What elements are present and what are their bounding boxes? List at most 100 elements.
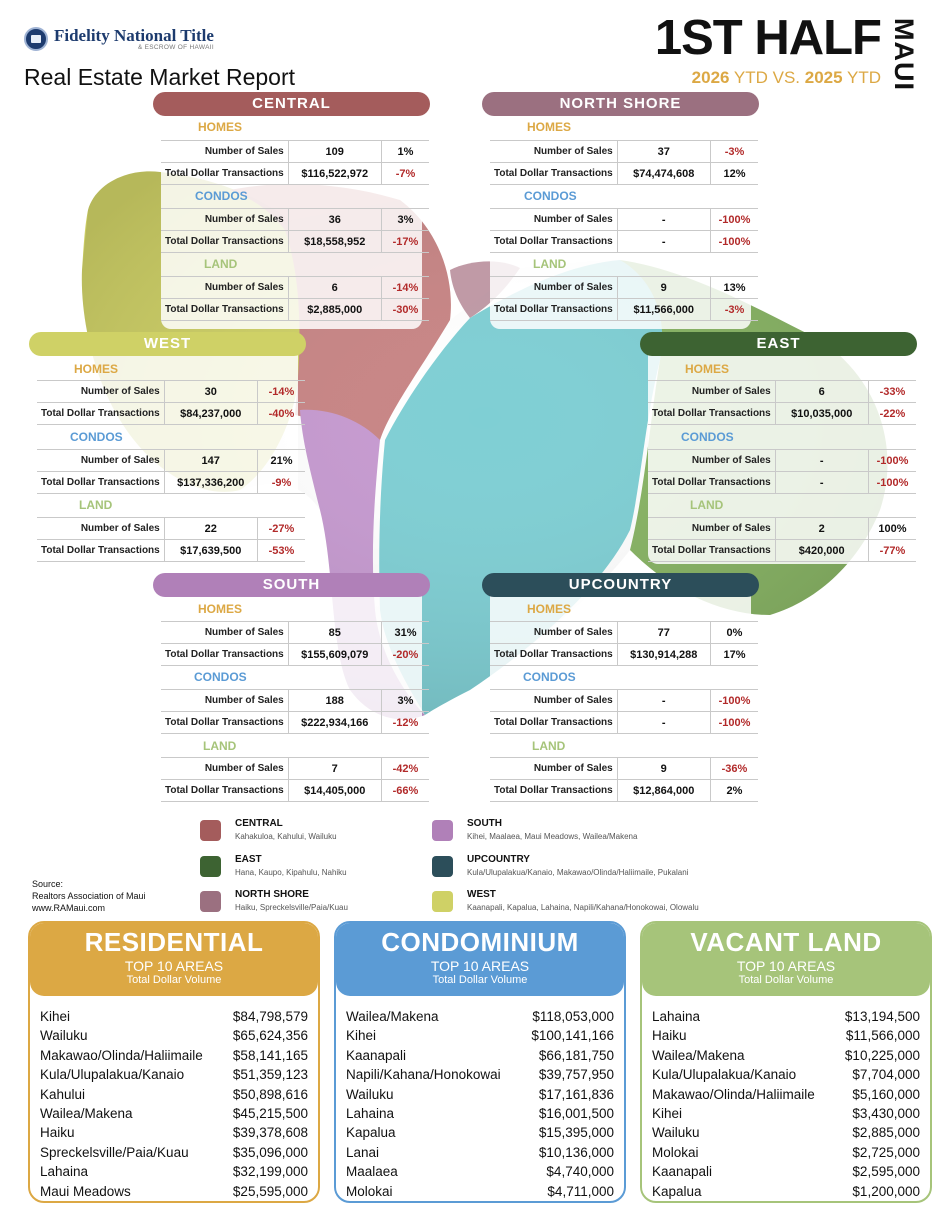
dollars-label: Total Dollar Transactions: [161, 779, 289, 802]
sales-label: Number of Sales: [490, 208, 618, 231]
sales-label: Number of Sales: [37, 380, 165, 403]
condos-table: Number of Sales - -100% Total Dollar Trans…: [490, 689, 759, 734]
area-value: $118,053,000: [532, 1009, 614, 1024]
region-title: CENTRAL: [153, 92, 430, 116]
list-item: Wailea/Makena $45,215,500: [40, 1104, 308, 1123]
area-value: $65,624,356: [232, 1028, 308, 1044]
list-item: Maui Meadows $25,595,000: [40, 1182, 308, 1201]
table-row: Total Dollar Transactions $137,336,200 -9%: [37, 471, 306, 494]
homes-sales: 6: [775, 380, 869, 403]
area-name: Kihei: [652, 1105, 683, 1121]
area-name: Lahaina: [40, 1164, 89, 1180]
homes-dollars-change: -22%: [868, 402, 917, 425]
homes-dollars: $116,522,972: [288, 162, 382, 185]
table-row: Total Dollar Transactions $14,405,000 -66%: [161, 779, 430, 802]
area-value: $51,359,123: [232, 1067, 308, 1083]
condos-dollars: -: [617, 230, 711, 253]
sales-label: Number of Sales: [648, 449, 776, 472]
legend-name: SOUTH: [467, 818, 502, 829]
area-value: $58,141,165: [232, 1047, 308, 1063]
sales-label: Number of Sales: [490, 621, 618, 644]
homes-table: Number of Sales 77 0% Total Dollar Transac…: [490, 621, 759, 666]
condos-dollars: $222,934,166: [288, 711, 382, 734]
list-item: Wailuku $2,885,000: [652, 1123, 920, 1142]
homes-sales-change: 0%: [710, 621, 759, 644]
land-table: Number of Sales 22 -27% Total Dollar Trans…: [37, 517, 306, 562]
ytd-year-current: 2026: [691, 68, 730, 87]
dollars-label: Total Dollar Transactions: [161, 711, 289, 734]
homes-dollars: $155,609,079: [288, 643, 382, 666]
sales-label: Number of Sales: [161, 621, 289, 644]
table-row: Total Dollar Transactions $10,035,000 -22%: [648, 402, 917, 425]
condos-label: CONDOS: [195, 189, 248, 203]
area-value: $3,430,000: [852, 1105, 920, 1121]
ytd-end: YTD: [842, 68, 881, 87]
homes-label: HOMES: [198, 120, 243, 134]
condos-table: Number of Sales 188 3% Total Dollar Transa…: [161, 689, 430, 734]
area-name: Molokai: [652, 1144, 699, 1160]
dollars-label: Total Dollar Transactions: [161, 643, 289, 666]
area-name: Kahului: [40, 1086, 86, 1102]
card-subtitle: TOP 10 AREAS: [124, 958, 224, 974]
list-item: Kihei $84,798,579: [40, 1007, 308, 1026]
table-row: Number of Sales - -100%: [490, 689, 759, 712]
area-name: Napili/Kahana/Honokowai: [346, 1067, 501, 1083]
land-sales-change: -42%: [381, 757, 430, 780]
area-value: $39,378,608: [232, 1125, 308, 1141]
table-row: Total Dollar Transactions $12,864,000 2%: [490, 779, 759, 802]
land-table: Number of Sales 9 -36% Total Dollar Transa…: [490, 757, 759, 802]
table-row: Total Dollar Transactions $18,558,952 -17%: [161, 230, 430, 253]
area-value: $4,711,000: [547, 1183, 614, 1199]
condos-label: CONDOS: [194, 670, 247, 684]
condos-label: CONDOS: [524, 189, 577, 203]
area-name: Kula/Ulupalakua/Kanaio: [40, 1067, 185, 1083]
sales-label: Number of Sales: [648, 517, 776, 540]
condos-sales: 188: [288, 689, 382, 712]
legend-swatch: [200, 891, 221, 912]
source-url[interactable]: www.RAMaui.com: [32, 903, 106, 913]
card-subtitle-2: Total Dollar Volume: [738, 974, 834, 986]
homes-label: HOMES: [685, 362, 730, 376]
condos-sales-change: 3%: [381, 208, 430, 231]
list-item: Haiku $11,566,000: [652, 1026, 920, 1045]
condos-dollars: -: [775, 471, 869, 494]
area-value: $11,566,000: [845, 1028, 920, 1044]
list-item: Kapalua $15,395,000: [346, 1123, 614, 1142]
table-row: Number of Sales - -100%: [648, 449, 917, 472]
list-item: Kihei $3,430,000: [652, 1104, 920, 1123]
dollars-label: Total Dollar Transactions: [37, 471, 165, 494]
land-table: Number of Sales 6 -14% Total Dollar Transa…: [161, 276, 430, 321]
region-title: SOUTH: [153, 573, 430, 597]
condos-dollars-change: -100%: [868, 471, 917, 494]
homes-label: HOMES: [74, 362, 119, 376]
area-value: $2,595,000: [852, 1164, 920, 1180]
table-row: Total Dollar Transactions - -100%: [490, 230, 759, 253]
table-row: Number of Sales 85 31%: [161, 621, 430, 644]
land-sales: 9: [617, 757, 711, 780]
homes-dollars-change: -40%: [257, 402, 306, 425]
legend-west: WEST Kaanapali, Kapalua, Lahaina, Napili…: [432, 889, 699, 912]
legend-central: CENTRAL Kahakuloa, Kahului, Wailuku: [200, 818, 337, 841]
legend-swatch: [200, 820, 221, 841]
source-org: Realtors Association of Maui: [32, 891, 146, 901]
condos-sales-change: -100%: [710, 689, 759, 712]
table-row: Total Dollar Transactions $155,609,079 -20…: [161, 643, 430, 666]
area-value: $84,798,579: [232, 1009, 308, 1024]
card-list: Wailea/Makena $118,053,000 Kihei $100,141,…: [346, 1007, 614, 1201]
area-value: $2,885,000: [852, 1125, 920, 1141]
area-value: $10,225,000: [844, 1047, 920, 1063]
legend-name: CENTRAL: [235, 818, 283, 829]
card-title: VACANT LAND: [690, 927, 882, 957]
region-central: CENTRAL HOMES Number of Sales 109 1% Total…: [153, 92, 430, 329]
legend-south: SOUTH Kihei, Maalaea, Maui Meadows, Wail…: [432, 818, 637, 841]
land-sales-change: -36%: [710, 757, 759, 780]
legend-areas: Kahakuloa, Kahului, Wailuku: [235, 832, 337, 841]
list-item: Kaanapali $66,181,750: [346, 1046, 614, 1065]
land-sales-change: 13%: [710, 276, 759, 299]
condos-label: CONDOS: [681, 430, 734, 444]
region-north-shore: NORTH SHORE HOMES Number of Sales 37 -3% T…: [482, 92, 759, 329]
dollars-label: Total Dollar Transactions: [490, 230, 618, 253]
area-value: $66,181,750: [538, 1047, 614, 1063]
area-name: Kaanapali: [346, 1047, 407, 1063]
land-dollars-change: 2%: [710, 779, 759, 802]
